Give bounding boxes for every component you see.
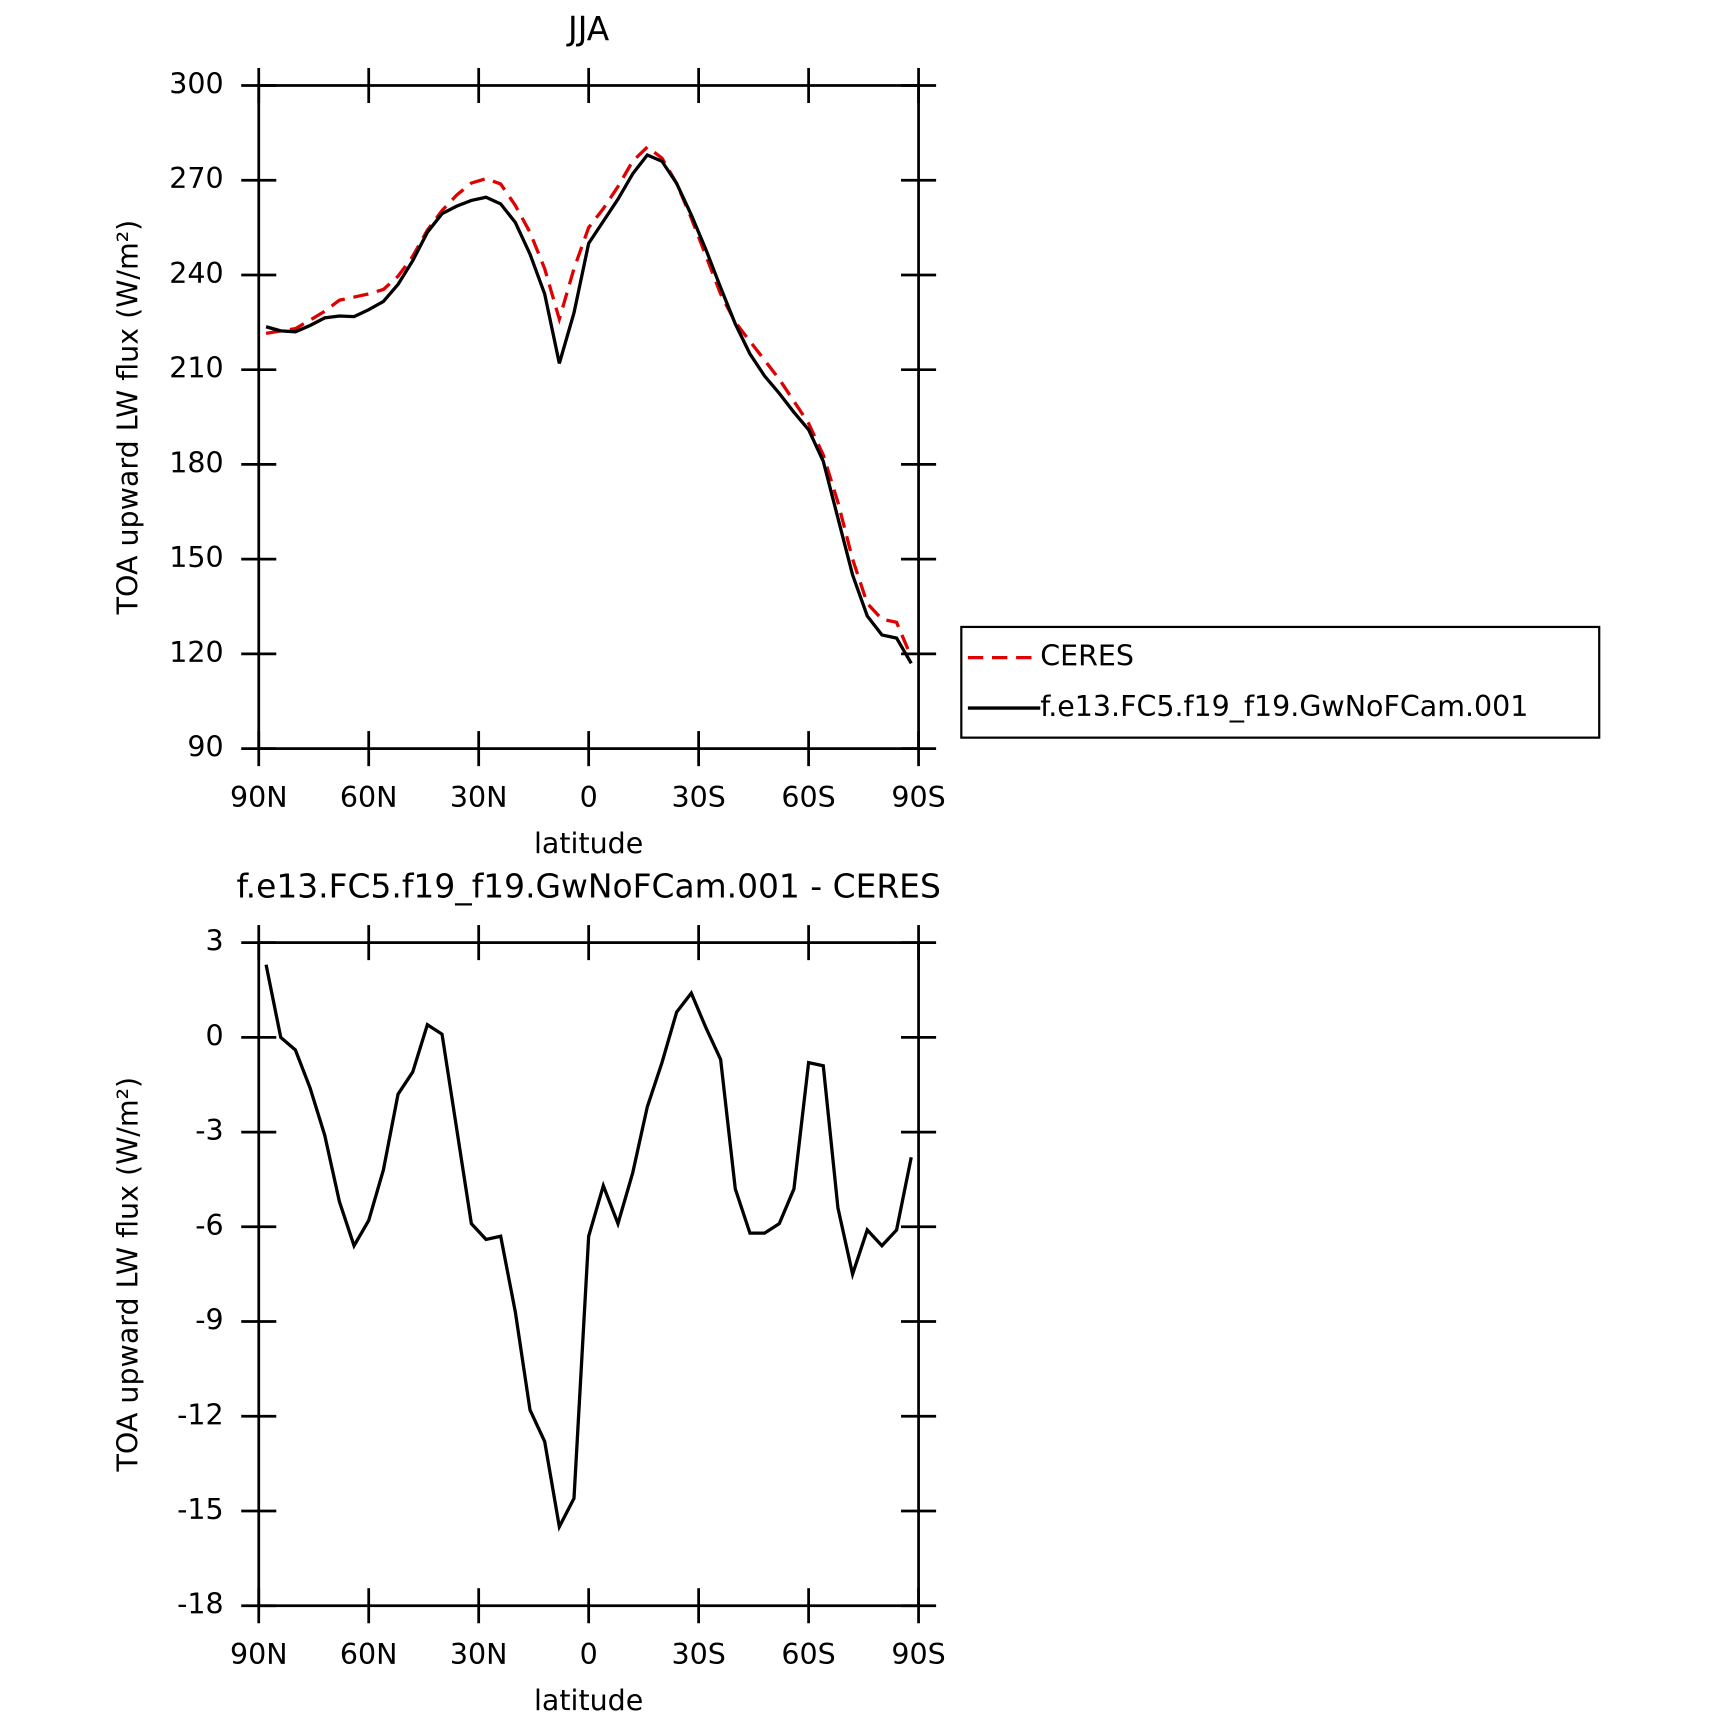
series-line: [265, 152, 913, 665]
x-tick-label: 60S: [781, 1638, 835, 1671]
chart-title: JJA: [566, 9, 610, 48]
y-tick-label: 180: [169, 446, 223, 479]
y-tick-label: 210: [169, 352, 223, 385]
legend-label: CERES: [1040, 640, 1134, 673]
x-axis-label: latitude: [534, 827, 643, 860]
y-axis-label: TOA upward LW flux (W/m²): [111, 220, 144, 616]
y-tick-label: -12: [177, 1398, 224, 1431]
y-tick-label: 300: [169, 67, 223, 100]
x-tick-label: 30S: [671, 1638, 725, 1671]
x-tick-label: 90N: [230, 781, 288, 814]
x-tick-label: 60N: [340, 781, 398, 814]
plot-frame: [257, 84, 920, 750]
x-tick-label: 90N: [230, 1638, 288, 1671]
y-tick-label: -18: [177, 1588, 224, 1621]
chart-title: f.e13.FC5.f19_f19.GwNoFCam.001 - CERES: [236, 866, 940, 905]
series-line: [264, 964, 913, 1532]
x-tick-label: 30S: [671, 781, 725, 814]
y-tick-label: 240: [169, 257, 223, 290]
x-tick-label: 0: [580, 1638, 598, 1671]
x-tick-label: 30N: [450, 781, 508, 814]
x-tick-label: 30N: [450, 1638, 508, 1671]
y-tick-label: 150: [169, 541, 223, 574]
y-tick-label: 0: [206, 1019, 224, 1052]
y-tick-label: 120: [169, 636, 223, 669]
plot-frame: [257, 941, 920, 1608]
legend-box: [960, 625, 1601, 739]
series-line: [265, 144, 913, 658]
y-tick-label: 90: [187, 731, 223, 764]
y-tick-label: -3: [195, 1114, 223, 1147]
legend-label: f.e13.FC5.f19_f19.GwNoFCam.001: [1040, 690, 1528, 723]
y-tick-label: 270: [169, 162, 223, 195]
y-axis-label: TOA upward LW flux (W/m²): [111, 1077, 144, 1473]
y-tick-label: -6: [195, 1209, 223, 1242]
x-tick-label: 60N: [340, 1638, 398, 1671]
x-tick-label: 0: [580, 781, 598, 814]
x-tick-label: 60S: [781, 781, 835, 814]
y-tick-label: 3: [206, 925, 224, 958]
x-tick-label: 90S: [891, 1638, 945, 1671]
y-tick-label: -9: [195, 1304, 223, 1337]
x-axis-label: latitude: [534, 1684, 643, 1717]
y-tick-label: -15: [177, 1493, 224, 1526]
x-tick-label: 90S: [891, 781, 945, 814]
